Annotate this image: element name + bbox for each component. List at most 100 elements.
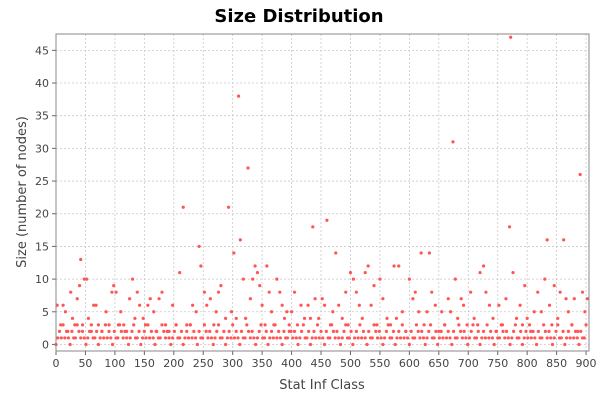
data-point	[333, 336, 337, 340]
data-point	[576, 329, 580, 333]
data-point	[313, 297, 317, 301]
data-point	[525, 316, 529, 320]
data-point	[407, 277, 411, 281]
data-point	[282, 316, 287, 320]
data-point	[152, 310, 156, 314]
data-point	[266, 342, 270, 347]
data-point	[536, 290, 540, 294]
data-point	[511, 270, 515, 275]
data-point	[366, 264, 370, 268]
data-point	[331, 329, 335, 333]
data-point	[363, 336, 367, 340]
data-point	[508, 342, 512, 347]
data-point	[109, 336, 113, 340]
data-point	[436, 342, 440, 347]
data-point	[89, 329, 93, 333]
data-point	[451, 140, 455, 144]
data-point	[69, 290, 73, 294]
data-point	[360, 316, 364, 320]
data-point	[211, 342, 215, 347]
data-point	[467, 336, 472, 340]
data-point	[456, 316, 460, 320]
data-point	[573, 329, 578, 333]
y-tick-label: 25	[35, 175, 49, 188]
data-point	[116, 336, 120, 340]
data-point	[302, 316, 307, 320]
data-point	[94, 303, 98, 307]
data-point	[121, 336, 125, 340]
data-point	[102, 336, 106, 340]
data-point	[377, 329, 381, 333]
data-point	[206, 336, 210, 340]
data-point	[354, 290, 358, 294]
data-point	[226, 205, 231, 209]
data-point	[464, 336, 468, 340]
data-point	[526, 336, 530, 340]
data-point	[491, 316, 495, 320]
data-point	[160, 323, 164, 327]
data-point	[148, 297, 152, 301]
data-point	[202, 290, 207, 294]
data-point	[246, 166, 250, 170]
data-point	[79, 257, 83, 262]
data-point	[489, 329, 493, 333]
data-point	[337, 303, 341, 307]
data-point	[547, 329, 551, 333]
data-point	[572, 336, 576, 340]
data-point	[352, 336, 357, 340]
data-point	[307, 329, 311, 333]
x-tick-label: 600	[399, 357, 420, 370]
data-point	[388, 323, 393, 327]
data-point	[545, 238, 549, 242]
x-tick-label: 750	[487, 357, 508, 370]
data-point	[128, 336, 132, 340]
data-point	[278, 290, 282, 294]
data-point	[311, 225, 315, 229]
data-point	[214, 310, 218, 314]
data-point	[375, 323, 379, 327]
data-point	[534, 342, 539, 347]
data-point	[361, 329, 366, 333]
data-point	[296, 342, 300, 347]
data-point	[110, 342, 115, 347]
data-point	[582, 336, 586, 340]
data-point	[409, 329, 413, 333]
data-point	[585, 297, 589, 301]
data-point	[154, 329, 158, 333]
data-point	[140, 336, 145, 340]
data-point	[294, 336, 298, 340]
data-point	[584, 323, 588, 327]
data-point	[378, 277, 382, 281]
data-point	[527, 323, 532, 327]
data-point	[262, 336, 267, 340]
data-point	[328, 336, 332, 340]
data-point	[299, 303, 303, 307]
data-point	[130, 329, 134, 333]
data-point	[580, 290, 585, 294]
data-point	[143, 323, 148, 327]
data-point	[213, 336, 217, 340]
data-point	[522, 336, 526, 340]
data-point	[269, 310, 274, 314]
data-point	[504, 329, 509, 333]
data-point	[422, 323, 426, 327]
data-point	[402, 336, 406, 340]
data-point	[558, 290, 562, 294]
data-point	[351, 277, 356, 281]
data-point	[398, 336, 403, 340]
data-point	[360, 336, 364, 340]
data-point	[245, 323, 249, 327]
data-point	[86, 316, 90, 320]
data-point	[149, 329, 154, 333]
data-point	[163, 323, 168, 327]
x-axis-label: Stat Inf Class	[279, 378, 365, 393]
data-point	[208, 329, 212, 333]
data-point	[229, 310, 234, 314]
data-point	[448, 336, 452, 340]
x-tick-label: 350	[252, 357, 273, 370]
data-point	[523, 284, 527, 288]
data-point	[178, 336, 182, 340]
plot-area	[56, 34, 589, 351]
data-point	[103, 323, 108, 327]
